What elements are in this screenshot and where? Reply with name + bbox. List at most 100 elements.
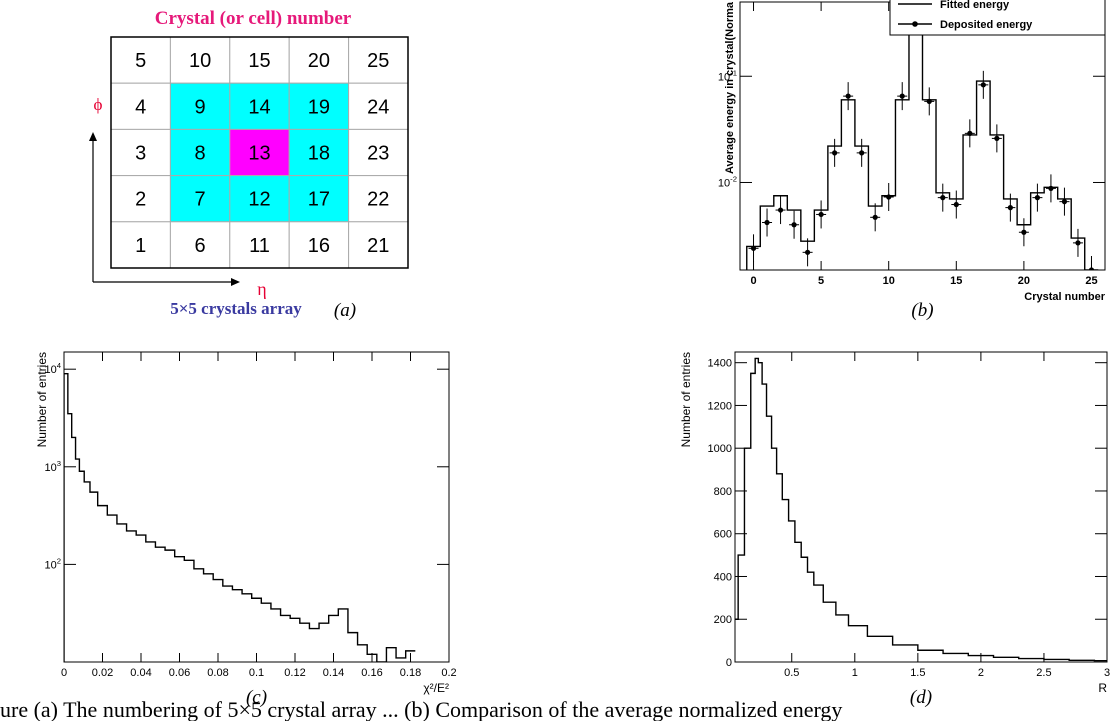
panel-letter: (c) bbox=[246, 687, 267, 708]
x-tick-label: 0.14 bbox=[323, 667, 344, 679]
data-point bbox=[872, 214, 878, 220]
crystal-number: 14 bbox=[248, 96, 270, 118]
crystal-number: 22 bbox=[367, 189, 389, 211]
x-tick-label: 0.06 bbox=[169, 667, 190, 679]
plot-frame bbox=[63, 351, 450, 663]
x-tick-label: 0.02 bbox=[92, 667, 113, 679]
crystal-cell bbox=[110, 221, 171, 269]
series-step-line bbox=[735, 357, 1107, 662]
y-tick-label: 1000 bbox=[708, 443, 732, 455]
crystal-number: 11 bbox=[249, 235, 270, 257]
panel-d-ratio-histogram: 0.5 1 1.5 2 2.5 3 0 200 400 600 800 1000 1200 1400 R Nu… bbox=[679, 351, 1110, 708]
crystal-cell bbox=[169, 221, 231, 269]
x-tick-label: 0.2 bbox=[441, 667, 456, 679]
crystal-number: 3 bbox=[135, 143, 146, 165]
crystal-number: 23 bbox=[367, 143, 389, 165]
legend-entry: Deposited energy bbox=[940, 19, 1033, 31]
crystal-number: 7 bbox=[195, 189, 206, 211]
y-tick-label: 1400 bbox=[708, 358, 732, 370]
x-tick-label: 0.08 bbox=[207, 667, 228, 679]
x-tick-label: 0.04 bbox=[130, 667, 151, 679]
x-tick-label: 2 bbox=[978, 667, 984, 679]
y-tick-label: 0 bbox=[726, 657, 732, 669]
data-point bbox=[994, 135, 1000, 141]
data-point bbox=[953, 201, 959, 208]
panel-a-crystal-grid: Crystal (or cell) number 5 10 15 20 25 4 9 14 19… bbox=[89, 8, 409, 321]
crystal-number: 25 bbox=[367, 50, 389, 72]
x-tick-label: 1 bbox=[852, 667, 858, 679]
y-tick-label: 102 bbox=[44, 556, 61, 571]
y-axis-label: Average energy in crystal(Norma bbox=[724, 1, 736, 174]
x-tick-label: 3 bbox=[1104, 667, 1110, 679]
data-point bbox=[886, 194, 892, 200]
crystal-number: 1 bbox=[135, 235, 146, 257]
data-point bbox=[1048, 185, 1054, 191]
grid-border bbox=[110, 36, 409, 269]
crystal-number: 12 bbox=[248, 189, 270, 211]
crystal-number: 2 bbox=[135, 189, 146, 211]
eta-axis-label: η bbox=[257, 279, 266, 299]
panel-c-chi2-histogram: 0 0.02 0.04 0.06 0.08 0.1 0.12 0.14 0.16 0.18 0.2 1… bbox=[35, 351, 457, 708]
x-axis-label: χ²/E² bbox=[423, 681, 449, 695]
crystal-number: 13 bbox=[248, 143, 270, 165]
crystal-number: 8 bbox=[195, 143, 206, 165]
y-tick-label: 103 bbox=[44, 459, 61, 474]
data-point bbox=[818, 211, 824, 218]
crystal-cell bbox=[348, 221, 409, 269]
data-point bbox=[1088, 267, 1095, 270]
x-tick-label: 0 bbox=[750, 275, 756, 287]
y-tick-label: 10-1 bbox=[718, 68, 737, 83]
data-point bbox=[1007, 205, 1013, 211]
data-point bbox=[804, 249, 811, 255]
crystal-number: 21 bbox=[367, 235, 389, 257]
x-axis-label: R bbox=[1098, 681, 1107, 695]
plot-frame bbox=[734, 351, 1108, 663]
panel-a-caption: 5×5 crystals array bbox=[170, 299, 302, 318]
x-tick-label: 0.12 bbox=[284, 667, 305, 679]
x-tick-label: 2.5 bbox=[1036, 667, 1051, 679]
legend-box bbox=[889, 0, 1106, 36]
crystal-cell bbox=[348, 175, 409, 223]
crystal-number: 17 bbox=[308, 189, 330, 211]
x-tick-label: 0 bbox=[61, 667, 67, 679]
x-tick-label: 1.5 bbox=[910, 667, 925, 679]
x-tick-label: 25 bbox=[1085, 275, 1097, 287]
data-point bbox=[1061, 199, 1068, 205]
y-tick-label: 10-2 bbox=[718, 175, 737, 190]
data-point bbox=[764, 219, 770, 226]
crystal-number: 20 bbox=[308, 50, 330, 72]
y-tick-label: 400 bbox=[714, 571, 732, 583]
data-point bbox=[750, 245, 757, 251]
phi-axis-label: ϕ bbox=[94, 95, 103, 114]
crystal-cell bbox=[229, 175, 290, 223]
phi-arrow-head bbox=[89, 132, 97, 141]
crystal-number: 9 bbox=[195, 96, 206, 118]
y-tick-label: 104 bbox=[44, 361, 61, 376]
crystal-number: 19 bbox=[308, 96, 330, 118]
panel-a-title: Crystal (or cell) number bbox=[155, 8, 352, 29]
eta-arrow-head bbox=[231, 278, 240, 286]
data-point bbox=[940, 195, 946, 201]
panel-a-letter: (a) bbox=[334, 300, 356, 321]
data-point bbox=[1034, 195, 1041, 201]
y-tick-label: 200 bbox=[714, 614, 732, 626]
x-tick-label: 0.1 bbox=[249, 667, 264, 679]
crystal-cell bbox=[169, 175, 231, 223]
crystal-cell bbox=[169, 36, 231, 84]
series-step-line bbox=[746, 2, 1099, 270]
data-point bbox=[980, 82, 986, 88]
panel-letter: (d) bbox=[910, 687, 932, 708]
x-tick-label: 0.18 bbox=[400, 667, 421, 679]
crystal-number: 5 bbox=[135, 50, 146, 72]
x-tick-label: 0.5 bbox=[784, 667, 799, 679]
legend-marker bbox=[912, 21, 918, 27]
x-tick-label: 0.16 bbox=[361, 667, 382, 679]
legend-entry: Fitted energy bbox=[940, 0, 1010, 11]
data-point bbox=[967, 130, 973, 136]
x-tick-label: 5 bbox=[818, 275, 824, 287]
crystal-number: 4 bbox=[135, 96, 146, 118]
crystal-cell bbox=[288, 128, 350, 177]
crystal-cell bbox=[229, 221, 290, 269]
series-step-line bbox=[64, 372, 416, 662]
data-point bbox=[1075, 240, 1081, 246]
